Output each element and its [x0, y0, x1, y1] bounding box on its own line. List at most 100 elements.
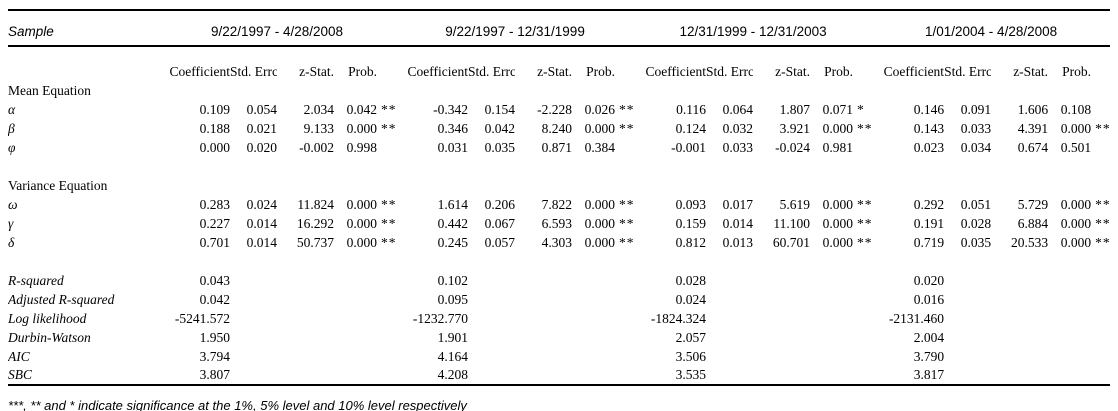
param-std-error: 0.017 — [722, 196, 754, 212]
column-header-row: Coefficient Std. Errc z-Stat. Prob. Coeffici… — [8, 62, 1110, 81]
panel-date-3: 12/31/1999 - 12/31/2003 — [634, 10, 873, 47]
param-significance: *** — [1095, 215, 1111, 231]
stat-empty-star — [615, 366, 634, 385]
stat-value: 4.164 — [437, 348, 469, 364]
stat-empty — [706, 328, 753, 347]
stat-empty — [810, 309, 853, 328]
stat-empty — [753, 366, 810, 385]
param-coefficient: 0.719 — [913, 234, 945, 250]
column-header-z-stat: z-Stat. — [775, 63, 811, 79]
param-z-stat: 3.921 — [779, 120, 811, 136]
stat-empty — [1048, 328, 1091, 347]
stat-empty — [944, 309, 991, 328]
param-significance: ** — [381, 101, 397, 117]
param-significance: *** — [857, 120, 873, 136]
param-std-error: 0.014 — [246, 215, 277, 231]
param-significance: *** — [1095, 120, 1111, 136]
param-z-stat: 6.884 — [1017, 215, 1049, 231]
param-coefficient: 0.093 — [675, 196, 707, 212]
stat-empty-star — [1091, 328, 1110, 347]
stat-value: 2.057 — [675, 329, 707, 345]
param-z-stat: 0.674 — [1017, 139, 1049, 155]
stat-empty — [706, 347, 753, 366]
param-prob: 0.000 — [822, 234, 854, 250]
stat-empty-star — [615, 309, 634, 328]
param-prob: 0.000 — [822, 215, 854, 231]
param-prob: 0.000 — [584, 120, 616, 136]
param-prob: 0.000 — [346, 215, 377, 231]
stat-empty-star — [853, 309, 872, 328]
stat-empty — [991, 309, 1048, 328]
stat-empty-star — [853, 328, 872, 347]
stat-value: -5241.572 — [174, 310, 230, 326]
param-prob: 0.501 — [1060, 139, 1092, 155]
param-coefficient: 0.159 — [675, 215, 707, 231]
column-header-blank — [8, 62, 158, 81]
stat-empty — [468, 309, 515, 328]
param-prob: 0.000 — [1060, 120, 1092, 136]
stat-empty — [515, 309, 572, 328]
stat-empty-star — [615, 271, 634, 290]
stat-empty — [230, 271, 277, 290]
param-significance: *** — [619, 120, 635, 136]
spacer-row — [8, 157, 1110, 176]
stat-label: SBC — [8, 367, 33, 382]
stat-empty — [991, 271, 1048, 290]
param-coefficient: 0.124 — [675, 120, 707, 136]
param-z-stat: 20.533 — [1010, 234, 1049, 250]
stat-empty — [753, 328, 810, 347]
stat-empty — [991, 290, 1048, 309]
param-prob: 0.042 — [346, 101, 377, 117]
param-coefficient: 0.109 — [199, 101, 230, 117]
stat-empty — [230, 290, 277, 309]
param-z-stat: 0.871 — [541, 139, 573, 155]
panel-date-1: 9/22/1997 - 4/28/2008 — [158, 10, 397, 47]
stat-empty — [334, 328, 377, 347]
param-prob: 0.998 — [346, 139, 377, 155]
param-significance: * — [857, 101, 865, 117]
spacer-row — [8, 46, 1110, 62]
param-std-error: 0.024 — [246, 196, 277, 212]
stat-empty — [334, 271, 377, 290]
stat-empty — [277, 347, 334, 366]
param-coefficient: 0.023 — [913, 139, 945, 155]
param-significance: *** — [619, 215, 635, 231]
stat-empty — [334, 366, 377, 385]
param-z-stat: 9.133 — [303, 120, 334, 136]
stat-empty — [944, 366, 991, 385]
stat-value: 0.020 — [913, 272, 945, 288]
param-label: ω — [8, 196, 18, 212]
stat-empty — [468, 347, 515, 366]
column-header-std-error: Std. Errc — [230, 63, 277, 79]
column-header-coefficient: Coefficient — [883, 63, 945, 79]
param-prob: 0.981 — [822, 139, 854, 155]
column-header-z-stat: z-Stat. — [299, 63, 334, 79]
column-header-star — [1091, 62, 1110, 81]
stat-empty — [230, 366, 277, 385]
stat-value: 4.208 — [437, 367, 469, 382]
param-label: β — [8, 120, 15, 136]
param-prob: 0.000 — [822, 196, 854, 212]
stat-empty-star — [377, 328, 396, 347]
param-coefficient: 0.701 — [199, 234, 230, 250]
param-coefficient: 1.614 — [437, 196, 469, 212]
stat-empty — [572, 328, 615, 347]
param-z-stat: 7.822 — [541, 196, 573, 212]
stat-empty — [810, 271, 853, 290]
param-row: ω0.2830.02411.8240.000***1.6140.2067.822… — [8, 195, 1110, 214]
stat-empty — [230, 347, 277, 366]
stat-label: R-squared — [8, 272, 64, 288]
column-header-coefficient: Coefficient — [169, 63, 230, 79]
column-header-coefficient: Coefficient — [407, 63, 469, 79]
column-header-std-error: Std. Errc — [706, 63, 754, 79]
param-z-stat: 4.391 — [1017, 120, 1049, 136]
param-prob: 0.108 — [1060, 101, 1092, 117]
param-coefficient: 0.188 — [199, 120, 230, 136]
stat-empty — [230, 309, 277, 328]
param-prob: 0.000 — [346, 196, 377, 212]
stat-empty — [991, 366, 1048, 385]
param-significance — [1091, 138, 1110, 157]
stat-empty — [277, 309, 334, 328]
param-prob: 0.000 — [346, 234, 377, 250]
stat-value: 3.790 — [913, 348, 945, 364]
